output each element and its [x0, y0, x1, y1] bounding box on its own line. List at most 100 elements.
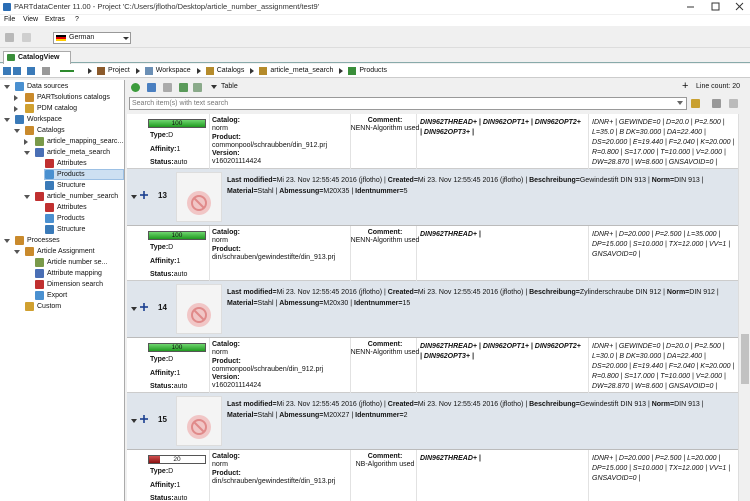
- nav-icon[interactable]: [3, 67, 11, 75]
- nav-icon[interactable]: [13, 67, 21, 75]
- tree-label[interactable]: Attributes: [57, 204, 87, 211]
- tree-label[interactable]: article_mapping_searc...: [47, 138, 124, 145]
- nav-icon[interactable]: [27, 67, 35, 75]
- crumb-label[interactable]: Workspace: [155, 67, 191, 74]
- score-label: 100: [171, 120, 183, 127]
- tool-icon[interactable]: [163, 83, 172, 92]
- tree-icon: [35, 291, 44, 300]
- item-field: Type:D: [150, 468, 173, 475]
- tree-icon: [25, 302, 34, 311]
- expander[interactable]: [14, 129, 20, 136]
- catalog-label: Product:: [212, 245, 241, 253]
- tool-icon[interactable]: [179, 83, 188, 92]
- tool-icon[interactable]: [131, 83, 140, 92]
- tree-label[interactable]: Structure: [57, 182, 86, 189]
- column-divider: [350, 338, 351, 393]
- info-key: Last modified=: [227, 289, 277, 296]
- comment-value: NENN-Algorithm used: [350, 237, 420, 245]
- tree-label[interactable]: Processes: [27, 237, 60, 244]
- line-count-value: 20: [732, 83, 740, 90]
- expand-plus[interactable]: [140, 412, 148, 426]
- crumb-sep: [196, 68, 204, 74]
- field-value: auto: [173, 271, 188, 278]
- scroll-thumb[interactable]: [741, 334, 749, 384]
- menu-item[interactable]: File: [4, 16, 16, 23]
- menu-item[interactable]: ?: [75, 16, 79, 23]
- expand-plus[interactable]: [140, 300, 148, 314]
- crumb-label[interactable]: Products: [359, 67, 387, 74]
- language-select[interactable]: German: [53, 32, 131, 44]
- tree-label[interactable]: Structure: [57, 226, 86, 233]
- tree-label[interactable]: Article number se...: [47, 259, 108, 266]
- column-divider: [588, 226, 589, 281]
- tree-label[interactable]: PARTsolutions catalogs: [37, 94, 110, 101]
- tree-label[interactable]: PDM catalog: [37, 105, 78, 112]
- search-box[interactable]: Search item(s) with text search: [129, 97, 687, 110]
- info-key: Last modified=: [227, 401, 277, 408]
- settings-icon[interactable]: [729, 99, 738, 108]
- collapse-arrow[interactable]: [131, 307, 137, 314]
- no-preview-icon: [187, 415, 211, 439]
- tree-label[interactable]: Products: [57, 171, 85, 178]
- expander[interactable]: [14, 95, 21, 101]
- scrollbar[interactable]: [738, 114, 750, 501]
- tree-label[interactable]: Catalogs: [37, 127, 65, 134]
- field-label: Status:: [150, 495, 174, 501]
- window-controls[interactable]: [680, 0, 750, 14]
- expander[interactable]: [24, 139, 31, 145]
- expand-plus[interactable]: [140, 188, 148, 202]
- catalog-label: Version:: [212, 374, 240, 382]
- expander[interactable]: [24, 151, 30, 158]
- thumbnail: [176, 396, 222, 446]
- info-value: DIN 913 |: [674, 401, 706, 408]
- tool-icon[interactable]: [22, 33, 31, 42]
- tree-label[interactable]: Dimension search: [47, 281, 104, 288]
- expander[interactable]: [24, 195, 30, 202]
- settings-icon[interactable]: [712, 99, 721, 108]
- tool-icon[interactable]: [5, 33, 14, 42]
- search-icon[interactable]: [691, 99, 700, 108]
- crumb-label[interactable]: Catalogs: [216, 67, 245, 74]
- tree-label[interactable]: article_meta_search: [47, 149, 111, 156]
- info-value: 15: [402, 300, 411, 307]
- tree-label[interactable]: Data sources: [27, 83, 69, 90]
- catalog-cell: Catalog: norm Product: commonpool/schraubbe…: [212, 117, 348, 167]
- expander[interactable]: [4, 118, 10, 125]
- expander[interactable]: [4, 85, 10, 92]
- tree-label[interactable]: Attribute mapping: [47, 270, 102, 277]
- expander[interactable]: [14, 250, 20, 257]
- tree-icon: [45, 181, 54, 190]
- collapse-arrow[interactable]: [131, 419, 137, 426]
- tree-label[interactable]: article_number_search: [47, 193, 119, 200]
- field-label: Type:: [150, 468, 169, 475]
- field-value: auto: [173, 383, 188, 390]
- tree-label[interactable]: Workspace: [27, 116, 62, 123]
- crumb-label[interactable]: Project: [108, 67, 130, 74]
- menu-item[interactable]: View: [23, 16, 39, 23]
- crumb-label[interactable]: article_meta_search: [270, 67, 334, 74]
- tree-label[interactable]: Attributes: [57, 160, 87, 167]
- view-mode[interactable]: Table: [221, 83, 238, 90]
- expander[interactable]: [4, 239, 10, 246]
- tree-label[interactable]: Article Assignment: [37, 248, 95, 255]
- dropdown-arrow: [123, 37, 129, 43]
- catalog-value: commonpool/schrauben/din_912.prj: [212, 365, 324, 373]
- tab[interactable]: CatalogView: [3, 51, 71, 64]
- tab-label: CatalogView: [18, 54, 60, 61]
- tree-icon: [35, 192, 44, 201]
- expander[interactable]: [14, 106, 21, 112]
- field-label: Type:: [150, 132, 169, 139]
- tool-icon[interactable]: [147, 83, 156, 92]
- nav-arrow[interactable]: [60, 70, 74, 72]
- nav-icon[interactable]: [42, 67, 50, 75]
- tree-label[interactable]: Export: [47, 292, 68, 299]
- tree-label[interactable]: Custom: [37, 303, 62, 310]
- add-icon[interactable]: +: [682, 80, 689, 92]
- tab-icon: [7, 54, 15, 61]
- tool-icon[interactable]: [193, 83, 202, 92]
- collapse-arrow[interactable]: [131, 195, 137, 202]
- field-value: 1: [176, 257, 181, 265]
- catalog-value: commonpool/schraubben/din_912.prj: [212, 141, 328, 149]
- menu-item[interactable]: Extras: [45, 16, 65, 23]
- tree-label[interactable]: Products: [57, 215, 85, 222]
